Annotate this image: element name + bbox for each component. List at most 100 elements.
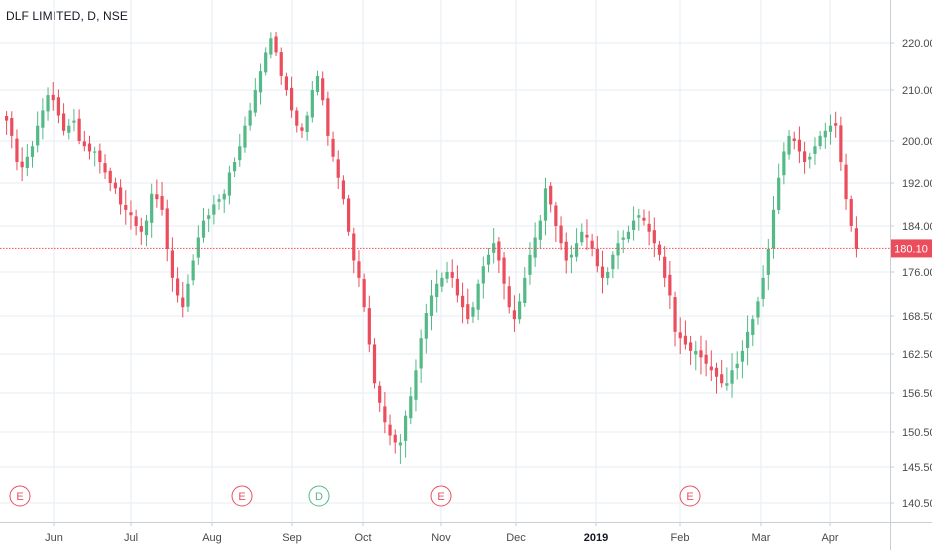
candle-body	[15, 138, 19, 162]
candle	[849, 195, 853, 232]
candle-body	[212, 204, 216, 215]
candle-body	[440, 277, 444, 287]
candle	[56, 89, 61, 124]
candle-body	[854, 228, 859, 249]
candle	[20, 147, 24, 182]
candle-body	[82, 141, 86, 147]
candle	[647, 210, 651, 246]
candles	[4, 31, 859, 464]
candle	[274, 31, 278, 57]
candle	[481, 256, 485, 299]
candle-body	[155, 194, 159, 200]
candle	[305, 111, 309, 141]
candle-body	[175, 278, 180, 296]
candle-body	[652, 230, 656, 244]
x-axis-labels: Jun Jul Aug Sep Oct Nov Dec 2019 Feb Mar Apr	[45, 522, 839, 544]
y-tick-label: 150.50	[902, 427, 932, 439]
candle-body	[450, 272, 454, 278]
candle-body	[326, 98, 330, 136]
y-tick-label: 210.00	[902, 85, 932, 97]
candle-body	[424, 313, 428, 339]
candle-body	[409, 396, 413, 419]
candle	[41, 98, 45, 140]
candle	[720, 359, 724, 388]
candle	[533, 222, 537, 267]
candle-body	[834, 123, 838, 126]
candle-body	[720, 374, 724, 384]
candle	[631, 206, 636, 241]
earnings-marker[interactable]: E	[679, 485, 701, 507]
candle	[258, 63, 263, 105]
candle-body	[725, 383, 729, 386]
candle-body	[777, 177, 781, 210]
candle-body	[497, 241, 501, 261]
candle-body	[419, 338, 423, 369]
candle-body	[134, 216, 138, 226]
candle-body	[321, 78, 325, 101]
earnings-marker[interactable]: E	[9, 485, 31, 507]
candle	[678, 317, 682, 355]
candle	[341, 175, 346, 205]
candle-body	[538, 220, 542, 240]
candle	[383, 392, 387, 434]
candle-body	[93, 151, 97, 153]
candle-body	[787, 135, 791, 155]
candle-body	[279, 52, 283, 76]
candle	[460, 282, 465, 324]
y-tick-label: 184.00	[902, 221, 932, 233]
candle	[787, 130, 791, 160]
candle	[25, 144, 29, 177]
event-circle	[231, 485, 253, 507]
y-tick-label: 162.50	[902, 349, 932, 361]
dividend-marker[interactable]: D	[308, 485, 330, 507]
candle	[668, 260, 672, 309]
candle-body	[118, 187, 123, 205]
candle	[175, 267, 180, 303]
candle	[445, 261, 449, 283]
candle-body	[414, 370, 418, 400]
candle	[160, 181, 164, 216]
event-circle	[9, 485, 31, 507]
earnings-marker[interactable]: E	[231, 485, 253, 507]
candle	[238, 133, 242, 167]
candle-body	[471, 307, 475, 317]
candle	[352, 227, 356, 274]
x-tick-label: Aug	[202, 532, 222, 544]
event-label: D	[315, 491, 323, 503]
candle-body	[714, 367, 719, 377]
candle-body	[227, 172, 232, 196]
candle-body	[502, 257, 506, 284]
earnings-marker[interactable]: E	[430, 485, 452, 507]
candle	[559, 216, 563, 251]
candle-body	[51, 94, 55, 101]
candle	[823, 122, 827, 149]
candle-body	[616, 243, 620, 256]
candle-body	[258, 71, 263, 93]
candle	[72, 109, 76, 132]
candle	[590, 233, 594, 257]
candle-body	[144, 220, 149, 236]
candle	[569, 245, 574, 274]
candle	[523, 267, 527, 307]
y-tick-label: 192.00	[902, 178, 932, 190]
candle-body	[398, 442, 403, 446]
grid-lines	[0, 0, 890, 522]
candle-body	[20, 161, 24, 168]
candle	[170, 237, 175, 292]
candle	[486, 247, 491, 273]
candle	[36, 111, 40, 153]
candle	[134, 209, 138, 236]
candle	[284, 72, 289, 96]
candle-body	[315, 75, 320, 93]
candle-body	[98, 150, 102, 162]
candle-body	[248, 110, 252, 126]
candle-body	[595, 249, 599, 267]
last-price-label: 180.10	[891, 239, 932, 258]
last-price-value: 180.10	[894, 243, 928, 255]
candle-body	[730, 370, 734, 384]
event-circle	[430, 485, 452, 507]
x-tick-label: Feb	[671, 532, 690, 544]
candle	[471, 301, 475, 323]
candle	[450, 259, 454, 288]
